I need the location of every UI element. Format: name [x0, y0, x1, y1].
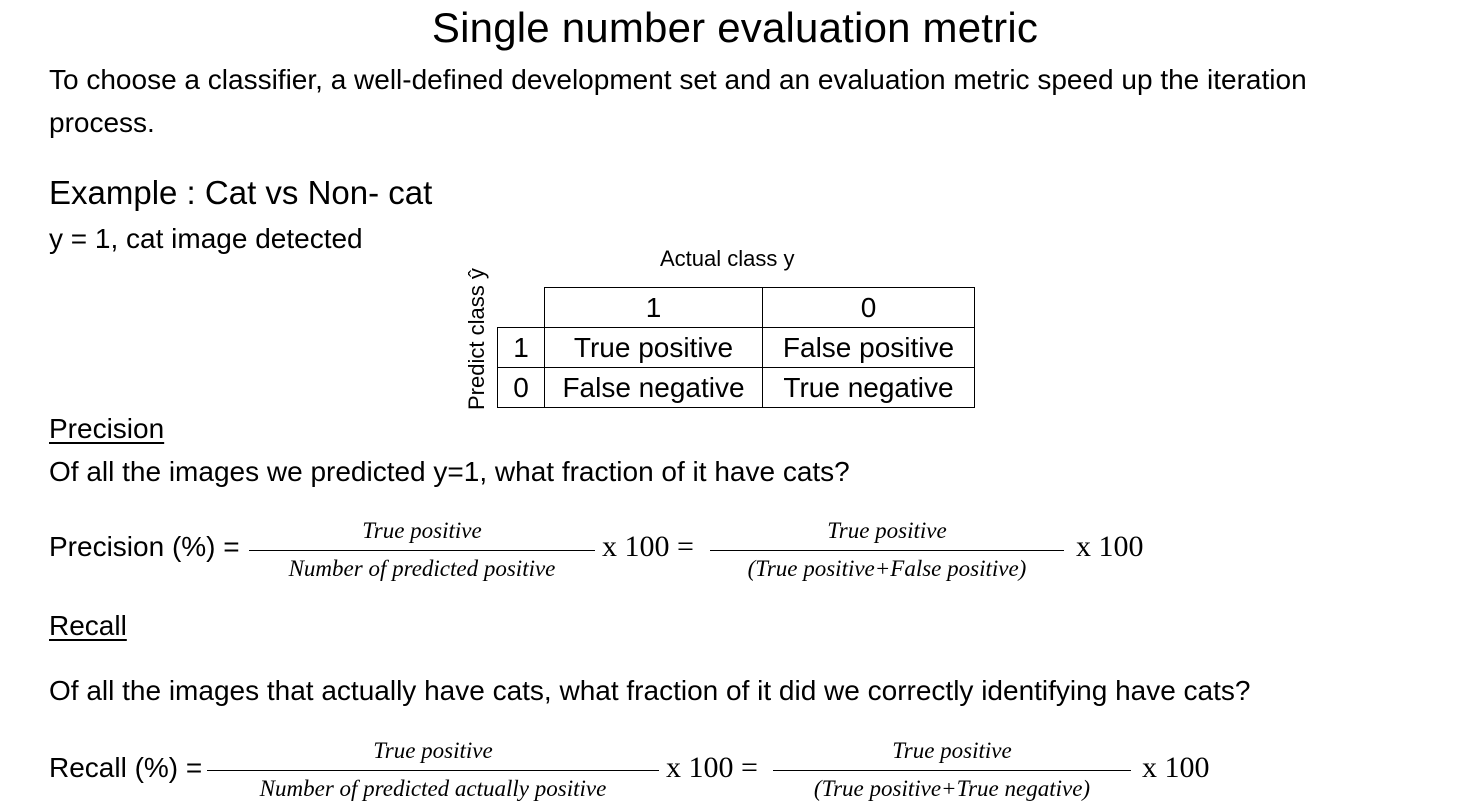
col-header-1: 1: [544, 287, 763, 328]
page-title: Single number evaluation metric: [431, 4, 1039, 51]
recall-fraction-1: True positive Number of predicted actual…: [207, 738, 659, 802]
recall-frac1-numerator: True positive: [373, 738, 493, 763]
cell-true-positive: True positive: [544, 327, 763, 368]
precision-fraction-2: True positive (True positive+False posit…: [710, 518, 1064, 582]
precision-lead: Precision (%) =: [49, 531, 240, 562]
cell-false-positive: False positive: [762, 327, 975, 368]
recall-times-1: x 100 =: [666, 751, 758, 784]
precision-frac2-numerator: True positive: [827, 518, 947, 543]
precision-times-1: x 100 =: [602, 530, 694, 563]
precision-fraction-1: True positive Number of predicted positi…: [249, 518, 595, 582]
confusion-row: 1 True positive False positive: [497, 327, 975, 368]
confusion-row: 0 False negative True negative: [497, 367, 975, 408]
recall-heading: Recall: [49, 610, 127, 641]
row-header-0: 0: [497, 367, 545, 408]
intro-line-1: To choose a classifier, a well-defined d…: [49, 64, 1307, 95]
precision-frac2-denominator: (True positive+False positive): [747, 556, 1027, 581]
recall-frac1-denominator: Number of predicted actually positive: [259, 776, 607, 801]
recall-lead: Recall (%) =: [49, 752, 203, 783]
example-heading: Example : Cat vs Non- cat: [49, 174, 433, 211]
row-header-1: 1: [497, 327, 545, 368]
recall-frac2-numerator: True positive: [892, 738, 1012, 763]
fraction-bar: [207, 770, 659, 771]
col-header-0: 0: [762, 287, 975, 328]
predict-class-label: Predict class ŷ: [464, 268, 489, 410]
precision-frac1-denominator: Number of predicted positive: [288, 556, 556, 581]
precision-question: Of all the images we predicted y=1, what…: [49, 456, 850, 487]
blank-corner: [497, 287, 545, 328]
fraction-bar: [773, 770, 1131, 771]
fraction-bar: [710, 550, 1064, 551]
example-definition: y = 1, cat image detected: [49, 223, 363, 254]
recall-fraction-2: True positive (True positive+True negati…: [773, 738, 1131, 802]
recall-times-2: x 100: [1142, 751, 1210, 784]
actual-class-label: Actual class y: [660, 246, 795, 271]
confusion-matrix: 1 0 1 True positive False positive 0 Fal…: [497, 287, 975, 408]
cell-true-negative: True negative: [762, 367, 975, 408]
recall-question: Of all the images that actually have cat…: [49, 675, 1251, 706]
recall-frac2-denominator: (True positive+True negative): [813, 776, 1091, 801]
confusion-header-row: 1 0: [497, 287, 975, 328]
fraction-bar: [249, 550, 595, 551]
intro-line-2: process.: [49, 107, 155, 138]
precision-times-2: x 100: [1076, 530, 1144, 563]
cell-false-negative: False negative: [544, 367, 763, 408]
precision-heading: Precision: [49, 413, 165, 444]
precision-frac1-numerator: True positive: [362, 518, 482, 543]
